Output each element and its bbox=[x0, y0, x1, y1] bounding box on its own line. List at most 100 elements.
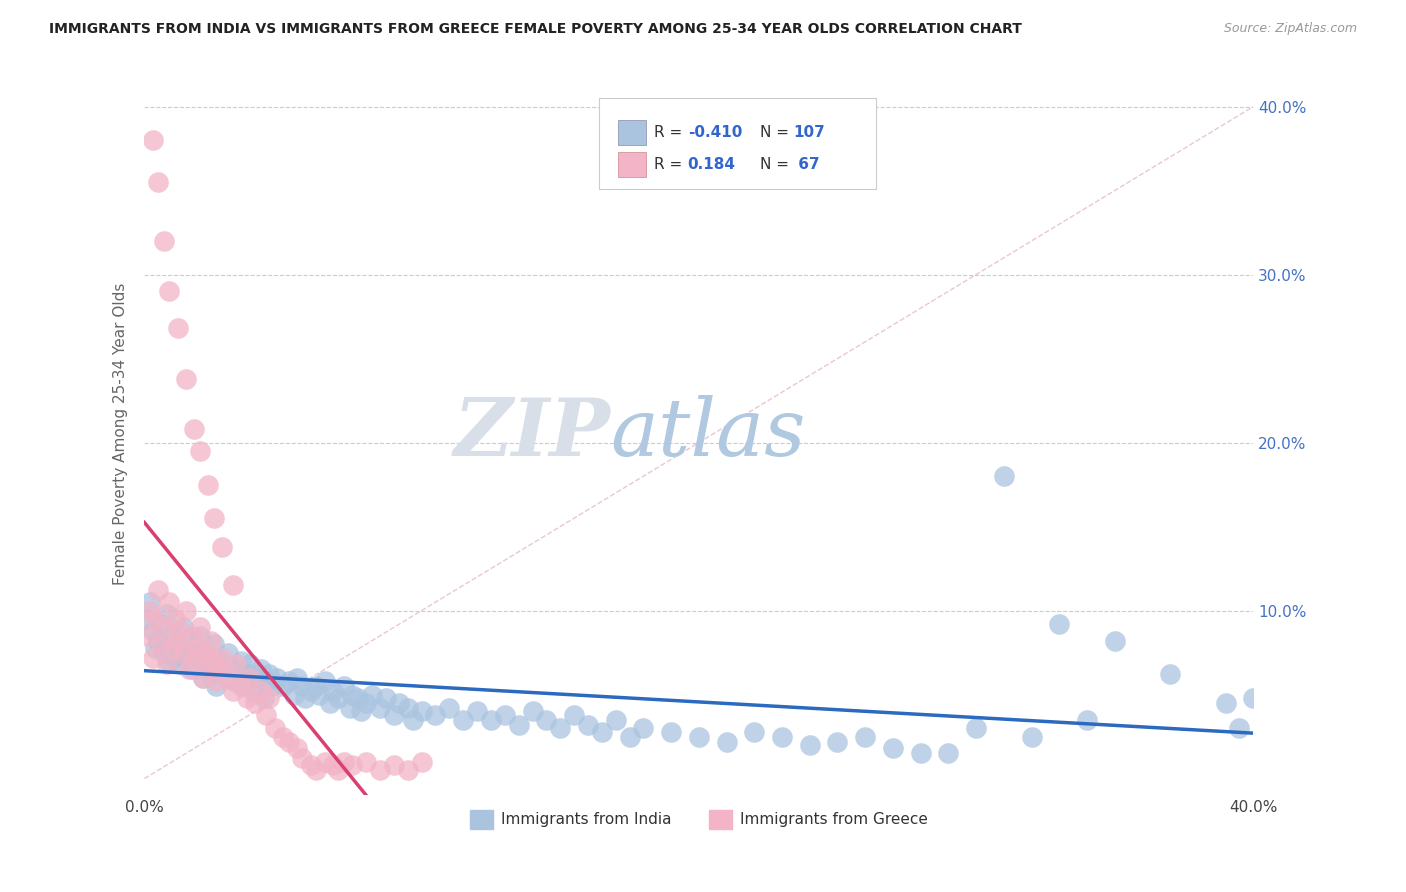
Point bbox=[522, 705, 544, 719]
Point bbox=[202, 637, 225, 651]
Point bbox=[236, 690, 259, 705]
Point bbox=[263, 721, 285, 735]
Point bbox=[197, 657, 219, 672]
Point bbox=[716, 734, 738, 748]
Point bbox=[425, 707, 447, 722]
Point bbox=[174, 604, 197, 618]
Text: 67: 67 bbox=[793, 156, 820, 171]
Point bbox=[291, 679, 314, 693]
Point bbox=[242, 684, 264, 698]
Point bbox=[285, 671, 308, 685]
Point bbox=[333, 755, 356, 769]
Point bbox=[257, 690, 280, 705]
Point bbox=[202, 654, 225, 668]
Point bbox=[396, 763, 419, 777]
FancyBboxPatch shape bbox=[599, 98, 876, 188]
Point bbox=[508, 718, 530, 732]
Point bbox=[225, 662, 247, 676]
Point bbox=[382, 758, 405, 772]
Point bbox=[799, 738, 821, 752]
Point bbox=[1047, 617, 1070, 632]
Point bbox=[742, 724, 765, 739]
Point bbox=[150, 637, 173, 651]
Point bbox=[231, 654, 253, 668]
Point bbox=[548, 721, 571, 735]
Point bbox=[349, 705, 371, 719]
Point bbox=[411, 755, 433, 769]
Point bbox=[342, 688, 364, 702]
Point bbox=[148, 583, 170, 598]
Point bbox=[439, 701, 461, 715]
Point bbox=[250, 684, 273, 698]
Point bbox=[1104, 633, 1126, 648]
Point bbox=[217, 646, 239, 660]
Point bbox=[322, 684, 344, 698]
Point bbox=[328, 763, 350, 777]
Point bbox=[252, 690, 274, 705]
Point bbox=[174, 372, 197, 386]
Text: 0.184: 0.184 bbox=[688, 156, 735, 171]
Point bbox=[205, 679, 228, 693]
Point bbox=[354, 696, 377, 710]
Text: Source: ZipAtlas.com: Source: ZipAtlas.com bbox=[1223, 22, 1357, 36]
Point bbox=[322, 758, 344, 772]
Point bbox=[245, 696, 267, 710]
Point bbox=[494, 707, 516, 722]
Point bbox=[271, 730, 294, 744]
Point bbox=[254, 674, 277, 689]
Point bbox=[294, 690, 316, 705]
Text: ZIP: ZIP bbox=[453, 395, 610, 473]
Point bbox=[1215, 696, 1237, 710]
Point bbox=[188, 629, 211, 643]
Point bbox=[853, 730, 876, 744]
Point bbox=[374, 690, 396, 705]
Point bbox=[163, 612, 186, 626]
Point bbox=[339, 701, 361, 715]
Point bbox=[1229, 721, 1251, 735]
Point bbox=[910, 747, 932, 761]
Point bbox=[591, 724, 613, 739]
Point bbox=[166, 633, 188, 648]
Point bbox=[163, 650, 186, 665]
Point bbox=[183, 640, 205, 655]
Point bbox=[150, 617, 173, 632]
Point bbox=[245, 671, 267, 685]
Point bbox=[222, 684, 245, 698]
Point bbox=[1076, 713, 1098, 727]
Point bbox=[396, 701, 419, 715]
Point bbox=[827, 734, 849, 748]
Point bbox=[142, 650, 165, 665]
Point bbox=[186, 650, 208, 665]
Point bbox=[277, 674, 299, 689]
Text: R =: R = bbox=[654, 156, 688, 171]
Point bbox=[936, 747, 959, 761]
Point bbox=[202, 511, 225, 525]
FancyBboxPatch shape bbox=[617, 152, 645, 177]
Point bbox=[328, 690, 350, 705]
Point bbox=[479, 713, 502, 727]
Point bbox=[305, 763, 328, 777]
Point bbox=[1159, 667, 1181, 681]
Point bbox=[183, 650, 205, 665]
Point bbox=[1241, 690, 1264, 705]
Point bbox=[222, 674, 245, 689]
Point bbox=[333, 679, 356, 693]
Point bbox=[347, 690, 370, 705]
Point bbox=[305, 679, 328, 693]
Point bbox=[142, 133, 165, 147]
Point bbox=[211, 662, 233, 676]
Point bbox=[388, 696, 411, 710]
Point bbox=[200, 633, 222, 648]
Point bbox=[188, 620, 211, 634]
Point bbox=[191, 671, 214, 685]
Point bbox=[166, 321, 188, 335]
Point bbox=[451, 713, 474, 727]
Point bbox=[770, 730, 793, 744]
Point bbox=[155, 657, 177, 672]
Point bbox=[382, 707, 405, 722]
Point bbox=[211, 650, 233, 665]
Text: N =: N = bbox=[759, 156, 794, 171]
Point bbox=[148, 175, 170, 189]
Point bbox=[536, 713, 558, 727]
Point bbox=[217, 671, 239, 685]
